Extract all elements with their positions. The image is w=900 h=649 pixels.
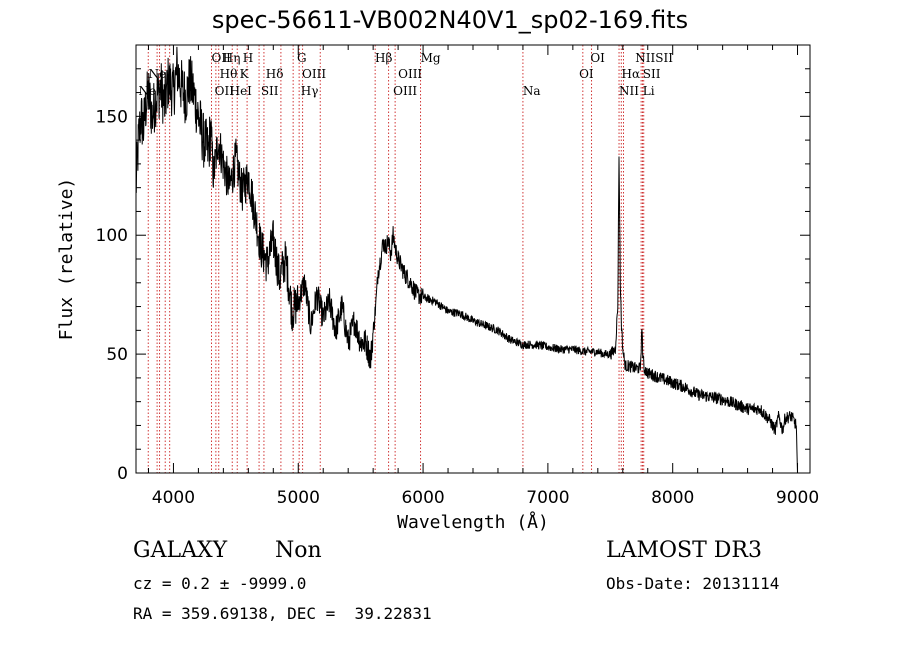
radec-text: RA = 359.69138, DEC = 39.22831 [133,604,432,623]
line-id-label: HeI [230,84,253,98]
spectrum-line [136,46,798,473]
x-tick-label: 8000 [651,488,694,508]
line-id-label: K [240,67,250,81]
line-id-label: OIII [398,67,422,81]
line-id-label: Hθ [220,67,238,81]
obs-date: Obs-Date: 20131114 [606,574,780,593]
survey-label: LAMOST DR3 [606,538,762,563]
line-id-label: NII [619,84,639,98]
x-tick-label: 4000 [152,488,195,508]
class-label: GALAXY [133,538,228,563]
x-axis-label: Wavelength (Å) [397,511,549,533]
line-id-label: OI [590,51,605,65]
line-id-label: Hγ [301,84,319,98]
line-id-label: SII [643,67,661,81]
line-id-label: OII [212,51,232,65]
x-tick-label: 5000 [277,488,320,508]
y-tick-label: 100 [96,226,128,246]
line-id-label: NIISII [635,51,673,65]
x-tick-label: 7000 [526,488,569,508]
y-tick-label: 0 [117,464,128,484]
subclass-label: Non [275,538,322,563]
chart-title: spec-56611-VB002N40V1_sp02-169.fits [211,6,689,34]
line-id-label: Ne [148,67,166,81]
y-tick-label: 50 [106,345,128,365]
line-id-label: Hβ [375,51,392,65]
line-id-label: Ne [138,84,156,98]
line-id-label: OIII [393,84,417,98]
line-id-label: Mg [421,51,441,65]
line-id-label: Hη [223,51,241,65]
y-axis-label: Flux (relative) [56,178,77,341]
line-id-label: OIII [302,67,326,81]
line-id-label: H [243,51,253,65]
x-tick-label: 6000 [401,488,444,508]
line-id-label: SII [261,84,279,98]
x-tick-label: 9000 [776,488,819,508]
line-id-label: OII [215,84,235,98]
line-id-label: Hδ [266,67,284,81]
line-id-label: Hα [622,67,641,81]
y-tick-label: 150 [96,107,128,127]
cz-text: cz = 0.2 ± -9999.0 [133,574,307,593]
line-id-label: Li [643,84,655,98]
line-id-label: OI [579,67,594,81]
line-id-label: G [297,51,307,65]
line-id-label: Na [523,84,541,98]
